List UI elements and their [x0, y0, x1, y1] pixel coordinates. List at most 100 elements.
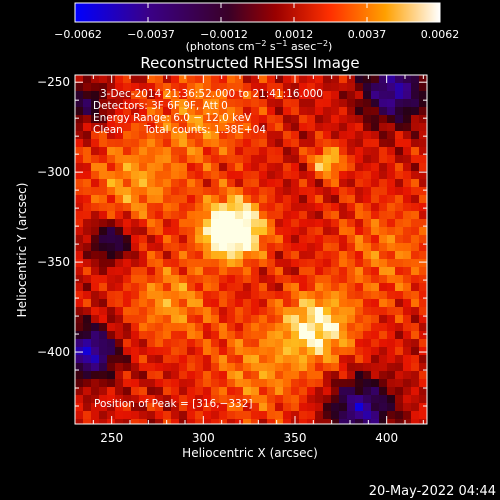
heatmap-cell: [267, 299, 276, 308]
heatmap-cell: [283, 267, 292, 276]
heatmap-cell: [395, 211, 404, 220]
heatmap-cell: [411, 171, 420, 180]
heatmap-cell: [411, 243, 420, 252]
heatmap-cell: [259, 307, 268, 316]
heatmap-cell: [355, 307, 364, 316]
heatmap-cell: [315, 227, 324, 236]
heatmap-cell: [315, 387, 324, 396]
heatmap-cell: [315, 291, 324, 300]
heatmap-cell: [243, 219, 252, 228]
heatmap-cell: [211, 291, 220, 300]
heatmap-cell: [139, 379, 148, 388]
heatmap-cell: [163, 203, 172, 212]
heatmap-cell: [363, 211, 372, 220]
heatmap-cell: [379, 179, 388, 188]
heatmap-cell: [387, 291, 396, 300]
heatmap-cell: [115, 171, 124, 180]
heatmap-cell: [299, 187, 308, 196]
heatmap-cell: [203, 203, 212, 212]
heatmap-cell: [323, 363, 332, 372]
heatmap-cell: [235, 315, 244, 324]
heatmap-cell: [107, 107, 116, 116]
heatmap-cell: [235, 299, 244, 308]
heatmap-cell: [147, 179, 156, 188]
heatmap-cell: [323, 419, 332, 424]
heatmap-cell: [419, 107, 427, 116]
heatmap-cell: [259, 171, 268, 180]
heatmap-cell: [259, 91, 268, 100]
heatmap-cell: [99, 291, 108, 300]
heatmap-cell: [115, 155, 124, 164]
heatmap-cell: [411, 211, 420, 220]
heatmap-cell: [147, 187, 156, 196]
heatmap-cell: [195, 395, 204, 404]
heatmap-cell: [251, 395, 260, 404]
heatmap-cell: [403, 99, 412, 108]
heatmap-cell: [187, 371, 196, 380]
heatmap-cell: [395, 235, 404, 244]
heatmap-cell: [411, 219, 420, 228]
heatmap-cell: [387, 123, 396, 132]
heatmap-cell: [155, 195, 164, 204]
heatmap-cell: [163, 227, 172, 236]
heatmap-cell: [123, 147, 132, 156]
heatmap-cell: [283, 379, 292, 388]
heatmap-cell: [411, 123, 420, 132]
heatmap-cell: [347, 411, 356, 420]
heatmap-cell: [227, 75, 236, 84]
heatmap-cell: [227, 203, 236, 212]
heatmap-cell: [323, 411, 332, 420]
heatmap-cell: [203, 355, 212, 364]
heatmap-cell: [371, 179, 380, 188]
heatmap-cell: [267, 403, 276, 412]
heatmap-cell: [331, 155, 340, 164]
heatmap-cell: [211, 283, 220, 292]
heatmap-cell: [195, 91, 204, 100]
heatmap-cell: [147, 75, 156, 84]
heatmap-cell: [91, 123, 100, 132]
heatmap-cell: [235, 283, 244, 292]
heatmap-cell: [283, 283, 292, 292]
heatmap-cell: [275, 147, 284, 156]
heatmap-cell: [123, 395, 132, 404]
heatmap-cell: [315, 91, 324, 100]
heatmap-cell: [363, 315, 372, 324]
heatmap-cell: [187, 131, 196, 140]
heatmap-cell: [379, 275, 388, 284]
heatmap-cell: [331, 227, 340, 236]
heatmap-cell: [91, 243, 100, 252]
heatmap-cell: [411, 155, 420, 164]
heatmap-cell: [267, 243, 276, 252]
heatmap-cell: [403, 307, 412, 316]
heatmap-cell: [123, 259, 132, 268]
heatmap-cell: [75, 99, 84, 108]
heatmap-cell: [419, 403, 427, 412]
heatmap-cell: [195, 139, 204, 148]
heatmap-cell: [155, 323, 164, 332]
heatmap-cell: [235, 115, 244, 124]
heatmap-cell: [115, 339, 124, 348]
heatmap-cell: [387, 227, 396, 236]
heatmap-cell: [227, 123, 236, 132]
heatmap-cell: [395, 187, 404, 196]
heatmap-cell: [243, 203, 252, 212]
heatmap-cell: [315, 147, 324, 156]
heatmap-cell: [123, 227, 132, 236]
heatmap-cell: [179, 91, 188, 100]
chart-title: Reconstructed RHESSI Image: [140, 54, 359, 72]
heatmap-cell: [155, 267, 164, 276]
heatmap-cell: [419, 115, 427, 124]
heatmap-cell: [371, 99, 380, 108]
heatmap-cell: [259, 187, 268, 196]
heatmap-cell: [171, 411, 180, 420]
heatmap-cell: [83, 187, 92, 196]
heatmap-cell: [195, 155, 204, 164]
heatmap-cell: [99, 379, 108, 388]
heatmap-cell: [179, 235, 188, 244]
heatmap-cell: [147, 227, 156, 236]
heatmap-cell: [251, 363, 260, 372]
heatmap-cell: [75, 83, 84, 92]
heatmap-cell: [131, 195, 140, 204]
heatmap-cell: [163, 363, 172, 372]
heatmap-cell: [235, 243, 244, 252]
